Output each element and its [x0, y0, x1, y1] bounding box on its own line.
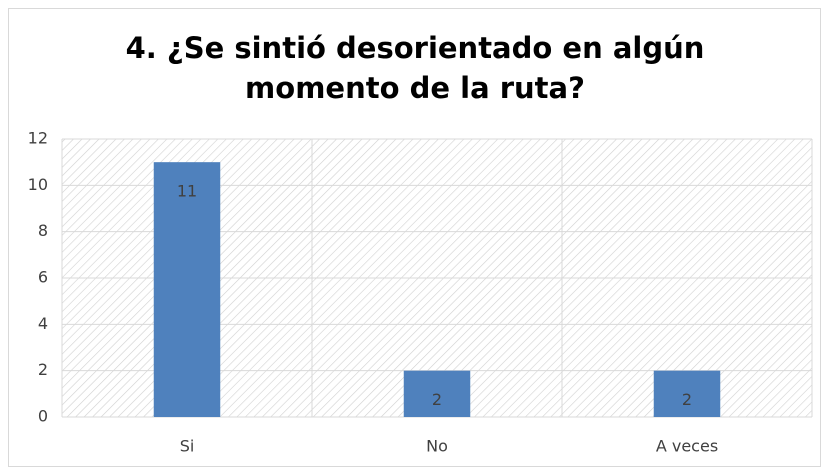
- bar: [403, 370, 471, 417]
- bar: [653, 370, 721, 417]
- x-tick-label: A veces: [656, 437, 718, 456]
- data-label: 2: [432, 390, 442, 409]
- y-tick-label: 0: [38, 407, 48, 426]
- y-tick-label: 2: [38, 360, 48, 379]
- data-label: 2: [682, 390, 692, 409]
- x-tick-label: Si: [180, 437, 195, 456]
- x-tick-label: No: [426, 437, 448, 456]
- chart-title: 4. ¿Se sintió desorientado en algún mome…: [125, 31, 705, 105]
- y-tick-label: 8: [38, 221, 48, 240]
- y-tick-label: 4: [38, 314, 48, 333]
- y-tick-label: 12: [28, 129, 48, 148]
- bar: [153, 162, 221, 417]
- y-tick-label: 6: [38, 268, 48, 287]
- y-tick-label: 10: [28, 175, 48, 194]
- data-label: 11: [177, 182, 197, 201]
